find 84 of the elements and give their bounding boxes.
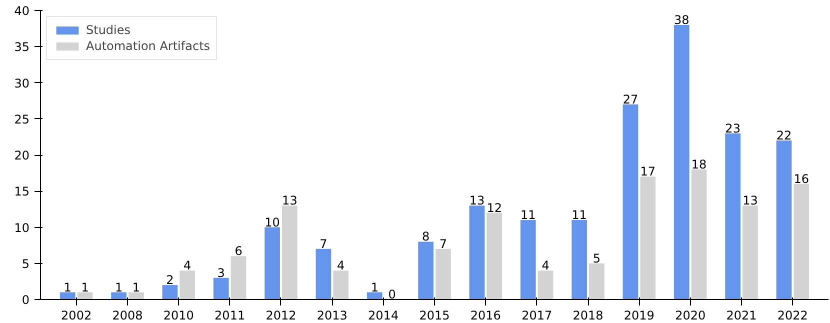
data-label: 5: [592, 251, 601, 266]
data-label: 7: [439, 236, 448, 251]
y-tick-label: 25: [14, 112, 30, 126]
bar: [282, 206, 298, 300]
legend-label: Studies: [86, 23, 131, 37]
bar: [111, 292, 126, 300]
x-tick-label: 2011: [214, 308, 246, 322]
bar: [366, 292, 382, 300]
data-label: 16: [794, 172, 810, 186]
data-label: 1: [64, 280, 72, 294]
y-tick-label: 40: [14, 4, 30, 18]
x-tick-label: 2012: [266, 308, 296, 322]
y-tick-label: 20: [14, 148, 30, 162]
bar: [589, 263, 604, 300]
y-tick-label: 35: [14, 40, 30, 54]
bar: [230, 256, 246, 300]
x-tick-label: 2008: [112, 308, 143, 322]
data-label: 0: [388, 288, 396, 302]
bar: [794, 184, 810, 300]
legend-label: Automation Artifacts: [86, 39, 210, 53]
bar: [436, 248, 451, 300]
data-label: 10: [264, 215, 280, 230]
bar: [640, 176, 656, 300]
data-label: 11: [520, 208, 536, 222]
x-tick-label: 2015: [419, 308, 450, 322]
data-label: 4: [184, 258, 192, 273]
x-tick-label: 2022: [777, 308, 808, 322]
x-tick-label: 2010: [163, 308, 194, 322]
bar: [776, 140, 792, 300]
data-label: 18: [691, 157, 707, 172]
bar: [520, 220, 536, 300]
bar: [725, 133, 740, 300]
data-label: 8: [422, 230, 430, 244]
data-label: 2: [166, 273, 174, 288]
data-label: 38: [674, 12, 690, 27]
x-tick-label: 2014: [368, 308, 399, 322]
bar: [572, 220, 587, 300]
x-tick-label: 2013: [316, 308, 348, 322]
x-tick-label: 2016: [470, 308, 501, 322]
data-label: 12: [486, 200, 502, 215]
data-label: 3: [217, 266, 225, 280]
bar: [418, 242, 434, 300]
bar: [742, 206, 758, 300]
data-label: 22: [776, 128, 792, 143]
data-label: 1: [81, 280, 89, 294]
bar: [162, 285, 178, 300]
bar: [486, 212, 502, 300]
y-tick-label: 0: [22, 293, 30, 307]
data-label: 7: [320, 236, 328, 251]
bar: [264, 227, 280, 300]
bar: [333, 270, 349, 300]
x-tick-label: 2019: [624, 308, 654, 322]
bar: [538, 270, 554, 300]
x-tick-label: 2020: [675, 308, 706, 322]
data-label: 23: [725, 121, 740, 136]
data-label: 27: [622, 92, 638, 106]
y-tick-label: 5: [22, 256, 30, 271]
bar: [213, 278, 229, 300]
y-tick-label: 15: [14, 184, 30, 199]
data-label: 4: [337, 258, 345, 273]
data-label: 13: [742, 194, 758, 208]
bar: [674, 24, 690, 300]
data-label: 13: [282, 194, 298, 208]
data-label: 4: [542, 258, 550, 273]
x-tick-label: 2018: [572, 308, 604, 322]
bar: [316, 248, 332, 300]
bar: [60, 292, 76, 300]
x-tick-label: 2002: [61, 308, 92, 322]
x-tick-label: 2021: [726, 308, 757, 322]
bar: [691, 169, 707, 300]
data-label: 13: [469, 194, 485, 208]
data-label: 1: [114, 280, 123, 294]
bar: [180, 270, 196, 300]
data-label: 17: [640, 164, 656, 179]
data-label: 6: [234, 244, 242, 258]
bar: [128, 292, 144, 300]
bar: [622, 104, 638, 300]
data-label: 1: [132, 280, 140, 294]
data-label: 11: [572, 208, 587, 222]
bar: [469, 206, 485, 300]
data-label: 1: [370, 280, 378, 294]
y-tick-label: 10: [14, 220, 30, 235]
x-tick-label: 2017: [522, 308, 552, 322]
y-tick-label: 30: [14, 76, 30, 90]
